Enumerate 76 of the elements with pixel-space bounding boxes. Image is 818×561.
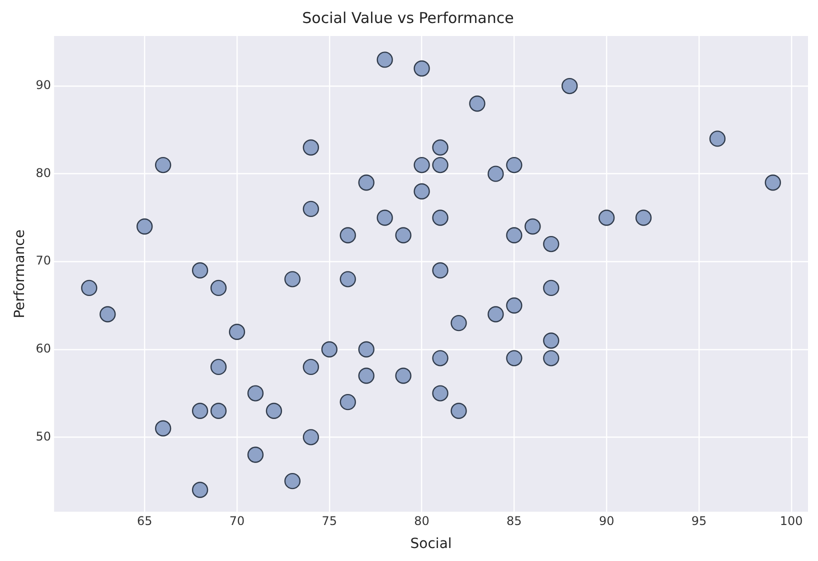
point	[358, 341, 374, 358]
point	[506, 350, 522, 366]
point	[340, 394, 356, 410]
point	[764, 174, 781, 191]
y-tick-label: 90	[36, 78, 52, 92]
x-axis-title: Social	[410, 536, 452, 552]
point	[284, 472, 301, 490]
point	[192, 262, 208, 278]
chart-title: Social Value vs Performance	[302, 8, 514, 27]
point	[598, 210, 615, 226]
point	[247, 446, 264, 463]
point	[100, 306, 116, 322]
point	[432, 139, 448, 156]
point	[488, 166, 504, 182]
x-tick-label: 80	[414, 514, 430, 528]
x-tick-label: 90	[598, 514, 614, 528]
y-tick-label: 70	[36, 254, 52, 268]
point	[302, 139, 320, 156]
point	[154, 156, 172, 174]
point	[543, 280, 560, 296]
point	[266, 402, 282, 419]
point	[432, 262, 448, 278]
point	[358, 174, 374, 191]
point	[432, 156, 448, 174]
point	[414, 60, 430, 77]
y-axis-title: Performance	[12, 230, 28, 318]
point	[450, 402, 467, 419]
point	[136, 218, 153, 235]
point	[524, 218, 541, 235]
point	[302, 429, 320, 446]
point	[488, 306, 504, 322]
point	[376, 52, 393, 68]
point	[358, 368, 374, 384]
point	[395, 227, 412, 244]
point	[414, 183, 430, 200]
point	[321, 341, 338, 358]
point	[154, 420, 172, 437]
point	[228, 324, 246, 340]
point	[432, 385, 448, 402]
point	[543, 332, 560, 349]
point	[450, 314, 467, 332]
point	[709, 130, 726, 147]
point	[469, 95, 486, 112]
point	[506, 297, 522, 314]
point	[284, 271, 301, 288]
x-tick-label: 85	[506, 514, 522, 528]
point	[210, 358, 227, 376]
x-tick-label: 65	[136, 514, 152, 528]
point	[432, 210, 448, 226]
point	[81, 280, 98, 296]
point	[543, 350, 560, 366]
point	[506, 156, 522, 174]
point	[210, 280, 227, 296]
point	[635, 210, 652, 226]
point	[506, 227, 522, 244]
point	[414, 156, 430, 174]
point	[562, 78, 578, 94]
point	[395, 368, 412, 384]
x-tick-label: 75	[322, 514, 338, 528]
point	[543, 236, 560, 252]
x-tick-label: 95	[691, 514, 707, 528]
point	[302, 200, 320, 218]
point	[210, 402, 227, 419]
y-tick-label: 80	[36, 166, 52, 180]
y-tick-label: 50	[36, 429, 52, 444]
x-tick-label: 100	[780, 514, 803, 528]
point	[192, 482, 208, 498]
point	[340, 271, 356, 288]
point	[302, 358, 320, 376]
y-tick-label: 60	[36, 342, 52, 356]
point	[247, 385, 264, 402]
x-tick-label: 70	[229, 514, 245, 528]
point	[376, 210, 393, 226]
point	[432, 350, 448, 366]
point	[192, 402, 208, 419]
point	[340, 227, 356, 244]
